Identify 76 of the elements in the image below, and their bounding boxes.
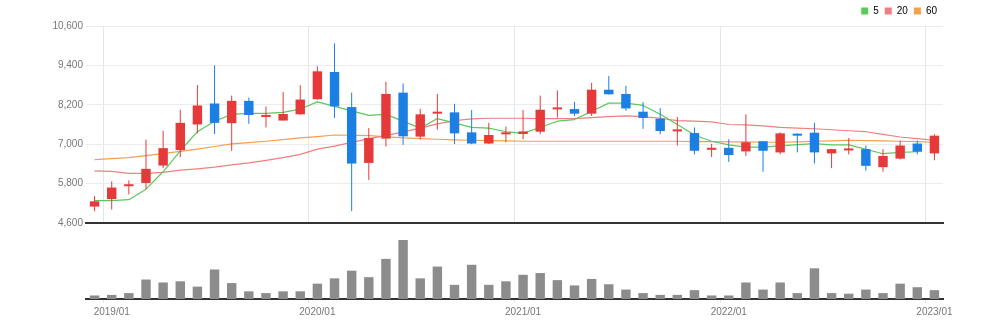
bar xyxy=(364,277,374,299)
bar xyxy=(809,268,820,299)
candlestick xyxy=(244,97,254,125)
bar xyxy=(398,240,408,299)
bar xyxy=(758,289,768,299)
bar xyxy=(878,293,888,299)
bar xyxy=(929,290,940,299)
bar xyxy=(226,283,237,299)
bar xyxy=(329,278,340,299)
bar xyxy=(415,278,425,299)
x-tick-label: 2023/01 xyxy=(916,305,953,317)
candlestick xyxy=(655,107,665,135)
bar xyxy=(861,289,871,299)
bar xyxy=(518,274,528,299)
bar xyxy=(244,291,254,299)
bar xyxy=(449,284,460,299)
bar xyxy=(792,293,803,299)
candlestick xyxy=(466,109,477,145)
bar xyxy=(706,295,717,299)
candlestick xyxy=(895,140,905,161)
bar xyxy=(552,280,563,299)
bar xyxy=(621,289,631,299)
bar xyxy=(346,270,357,299)
bar xyxy=(844,293,854,299)
bar xyxy=(295,291,305,299)
bar xyxy=(826,293,837,299)
bar xyxy=(672,294,683,299)
y-tick-label: 10,600 xyxy=(52,19,84,31)
x-tick-label: 2021/01 xyxy=(504,305,542,317)
x-tick-label: 2020/01 xyxy=(299,305,336,317)
bar xyxy=(158,282,168,299)
y-tick-label: 5,800 xyxy=(57,177,84,189)
legend-label: 5 xyxy=(873,4,880,16)
bar xyxy=(569,285,580,299)
candlestick xyxy=(89,195,100,212)
bar xyxy=(741,282,751,299)
bar xyxy=(209,269,220,299)
candlestick xyxy=(364,127,374,181)
bar xyxy=(912,287,922,299)
bar xyxy=(895,283,905,299)
bar xyxy=(484,284,494,299)
bar xyxy=(192,286,203,299)
bar xyxy=(638,293,648,299)
bar xyxy=(175,281,185,299)
bar xyxy=(775,282,785,299)
bar xyxy=(724,295,734,299)
bar xyxy=(432,266,443,299)
bar xyxy=(586,278,597,299)
candlestick xyxy=(518,109,528,140)
bar xyxy=(466,264,477,299)
y-tick-label: 9,400 xyxy=(57,59,84,71)
bar xyxy=(124,293,134,299)
bar xyxy=(261,293,271,299)
y-tick-label: 7,000 xyxy=(57,137,84,149)
bar xyxy=(107,294,117,299)
candlestick xyxy=(775,131,785,155)
bar xyxy=(501,281,511,299)
bar xyxy=(655,294,665,299)
legend-label: 60 xyxy=(925,4,938,16)
candlestick xyxy=(535,95,545,135)
candlestick xyxy=(569,101,580,117)
bar xyxy=(689,290,700,299)
y-tick-label: 8,200 xyxy=(57,98,84,110)
bar xyxy=(141,279,151,299)
bar xyxy=(604,284,614,299)
bar xyxy=(381,258,391,299)
bar xyxy=(89,295,100,299)
y-tick-label: 4,600 xyxy=(57,216,84,228)
x-tick-label: 2022/01 xyxy=(710,305,748,317)
candlestick xyxy=(278,91,288,122)
bar xyxy=(535,273,545,299)
x-tick-label: 2019/01 xyxy=(93,305,131,317)
legend-label: 20 xyxy=(896,4,909,16)
bar xyxy=(278,291,288,299)
candlestick xyxy=(484,122,494,145)
bar xyxy=(312,283,323,299)
